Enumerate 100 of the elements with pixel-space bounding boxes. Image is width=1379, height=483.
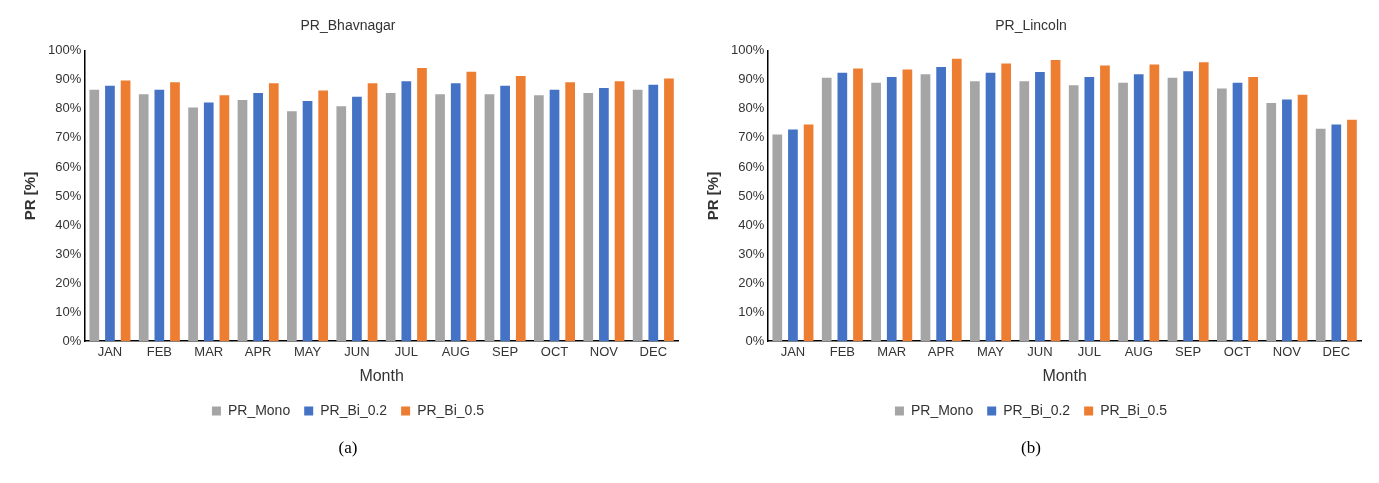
y-tick-label: 20% [738, 274, 765, 290]
bar [936, 67, 946, 342]
y-tick-label: 30% [55, 245, 82, 261]
bar [120, 80, 131, 342]
bar [837, 72, 848, 342]
x-tick-label: JUN [344, 343, 370, 359]
y-tick-label: 90% [738, 71, 765, 87]
x-tick-label: FEB [829, 343, 855, 359]
x-tick-label: APR [244, 343, 272, 359]
x-tick-label: MAR [194, 343, 224, 359]
text: (b) [1020, 438, 1042, 458]
bar [583, 92, 594, 342]
bar [219, 95, 230, 342]
bar [237, 99, 248, 342]
bar [302, 101, 313, 342]
x-tick-label: DEC [1322, 343, 1351, 359]
bar [318, 90, 329, 342]
chart-title: PR_Lincoln [995, 17, 1067, 34]
x-tick-label: APR [927, 343, 955, 359]
bar [287, 111, 297, 342]
y-tick-label: 60% [738, 158, 765, 174]
bar [154, 89, 165, 342]
y-tick-label: 40% [55, 216, 82, 232]
bar [1331, 124, 1342, 342]
bar [138, 94, 149, 342]
legend-label: PR_Mono [910, 401, 974, 418]
legend-label: PR_Bi_0.5 [417, 401, 485, 418]
y-tick-label: 80% [738, 100, 765, 116]
chart-title: PR_Bhavnagar [300, 17, 396, 34]
bar [985, 72, 996, 342]
y-tick-label: 50% [738, 187, 765, 203]
x-tick-label: DEC [639, 343, 668, 359]
bar [1001, 63, 1012, 342]
x-tick-label: JAN [97, 343, 123, 359]
bar [788, 129, 798, 342]
bar [648, 84, 659, 342]
y-tick-label: 70% [55, 129, 82, 145]
bar [268, 83, 279, 342]
bar [871, 82, 881, 342]
bar [352, 96, 362, 342]
x-tick-label: SEP [492, 343, 519, 359]
bar [1315, 128, 1326, 342]
bar [188, 107, 198, 342]
x-tick-label: NOV [1272, 343, 1302, 359]
y-tick-label: 10% [55, 303, 82, 319]
bar [549, 89, 560, 342]
bar [1100, 65, 1110, 342]
bar [515, 76, 526, 342]
y-tick-label: 50% [55, 187, 82, 203]
bar [886, 76, 897, 342]
bar [534, 95, 544, 342]
bar [401, 81, 412, 342]
legend-label: PR_Bi_0.5 [1100, 401, 1168, 418]
y-tick-label: 0% [62, 332, 82, 348]
bar [466, 71, 477, 342]
x-tick-label: SEP [1175, 343, 1202, 359]
bar [1019, 81, 1030, 342]
bar [664, 78, 674, 342]
bar [417, 67, 427, 342]
bar [920, 74, 931, 342]
y-tick-label: 20% [55, 274, 82, 290]
x-tick-label: MAY [976, 343, 1005, 359]
bar [970, 81, 980, 342]
x-axis-title: Month [359, 366, 404, 384]
bar [105, 85, 115, 342]
y-axis-title: PR [%] [704, 171, 722, 221]
y-tick-label: 80% [55, 100, 82, 116]
bar [1084, 76, 1095, 342]
bar [450, 83, 461, 342]
y-tick-label: 60% [55, 158, 82, 174]
x-tick-label: MAY [293, 343, 322, 359]
bar [1248, 76, 1258, 342]
bar [902, 69, 913, 342]
bar [1297, 94, 1308, 342]
y-tick-label: 100% [731, 42, 765, 58]
bar [821, 77, 832, 342]
x-tick-label: JUL [1077, 343, 1101, 359]
bar [367, 83, 378, 342]
bar [1167, 77, 1178, 342]
bar [565, 82, 575, 342]
legend-label: PR_Mono [227, 401, 291, 418]
bar [484, 94, 495, 342]
legend-label: PR_Bi_0.2 [320, 401, 388, 418]
y-tick-label: 90% [55, 71, 82, 87]
bar [1050, 60, 1061, 342]
bar [632, 89, 643, 342]
text: (a) [337, 438, 359, 458]
bar [1217, 88, 1227, 342]
legend-label: PR_Bi_0.2 [1003, 401, 1071, 418]
bar [1118, 82, 1128, 342]
bar [1183, 71, 1193, 342]
bar [614, 81, 625, 342]
x-tick-label: MAR [877, 343, 907, 359]
bar [772, 134, 783, 342]
y-tick-label: 100% [48, 42, 82, 58]
x-tick-label: FEB [146, 343, 172, 359]
x-tick-label: OCT [1223, 343, 1252, 359]
bar [89, 89, 100, 342]
y-tick-label: 40% [738, 216, 765, 232]
bar [951, 58, 962, 342]
